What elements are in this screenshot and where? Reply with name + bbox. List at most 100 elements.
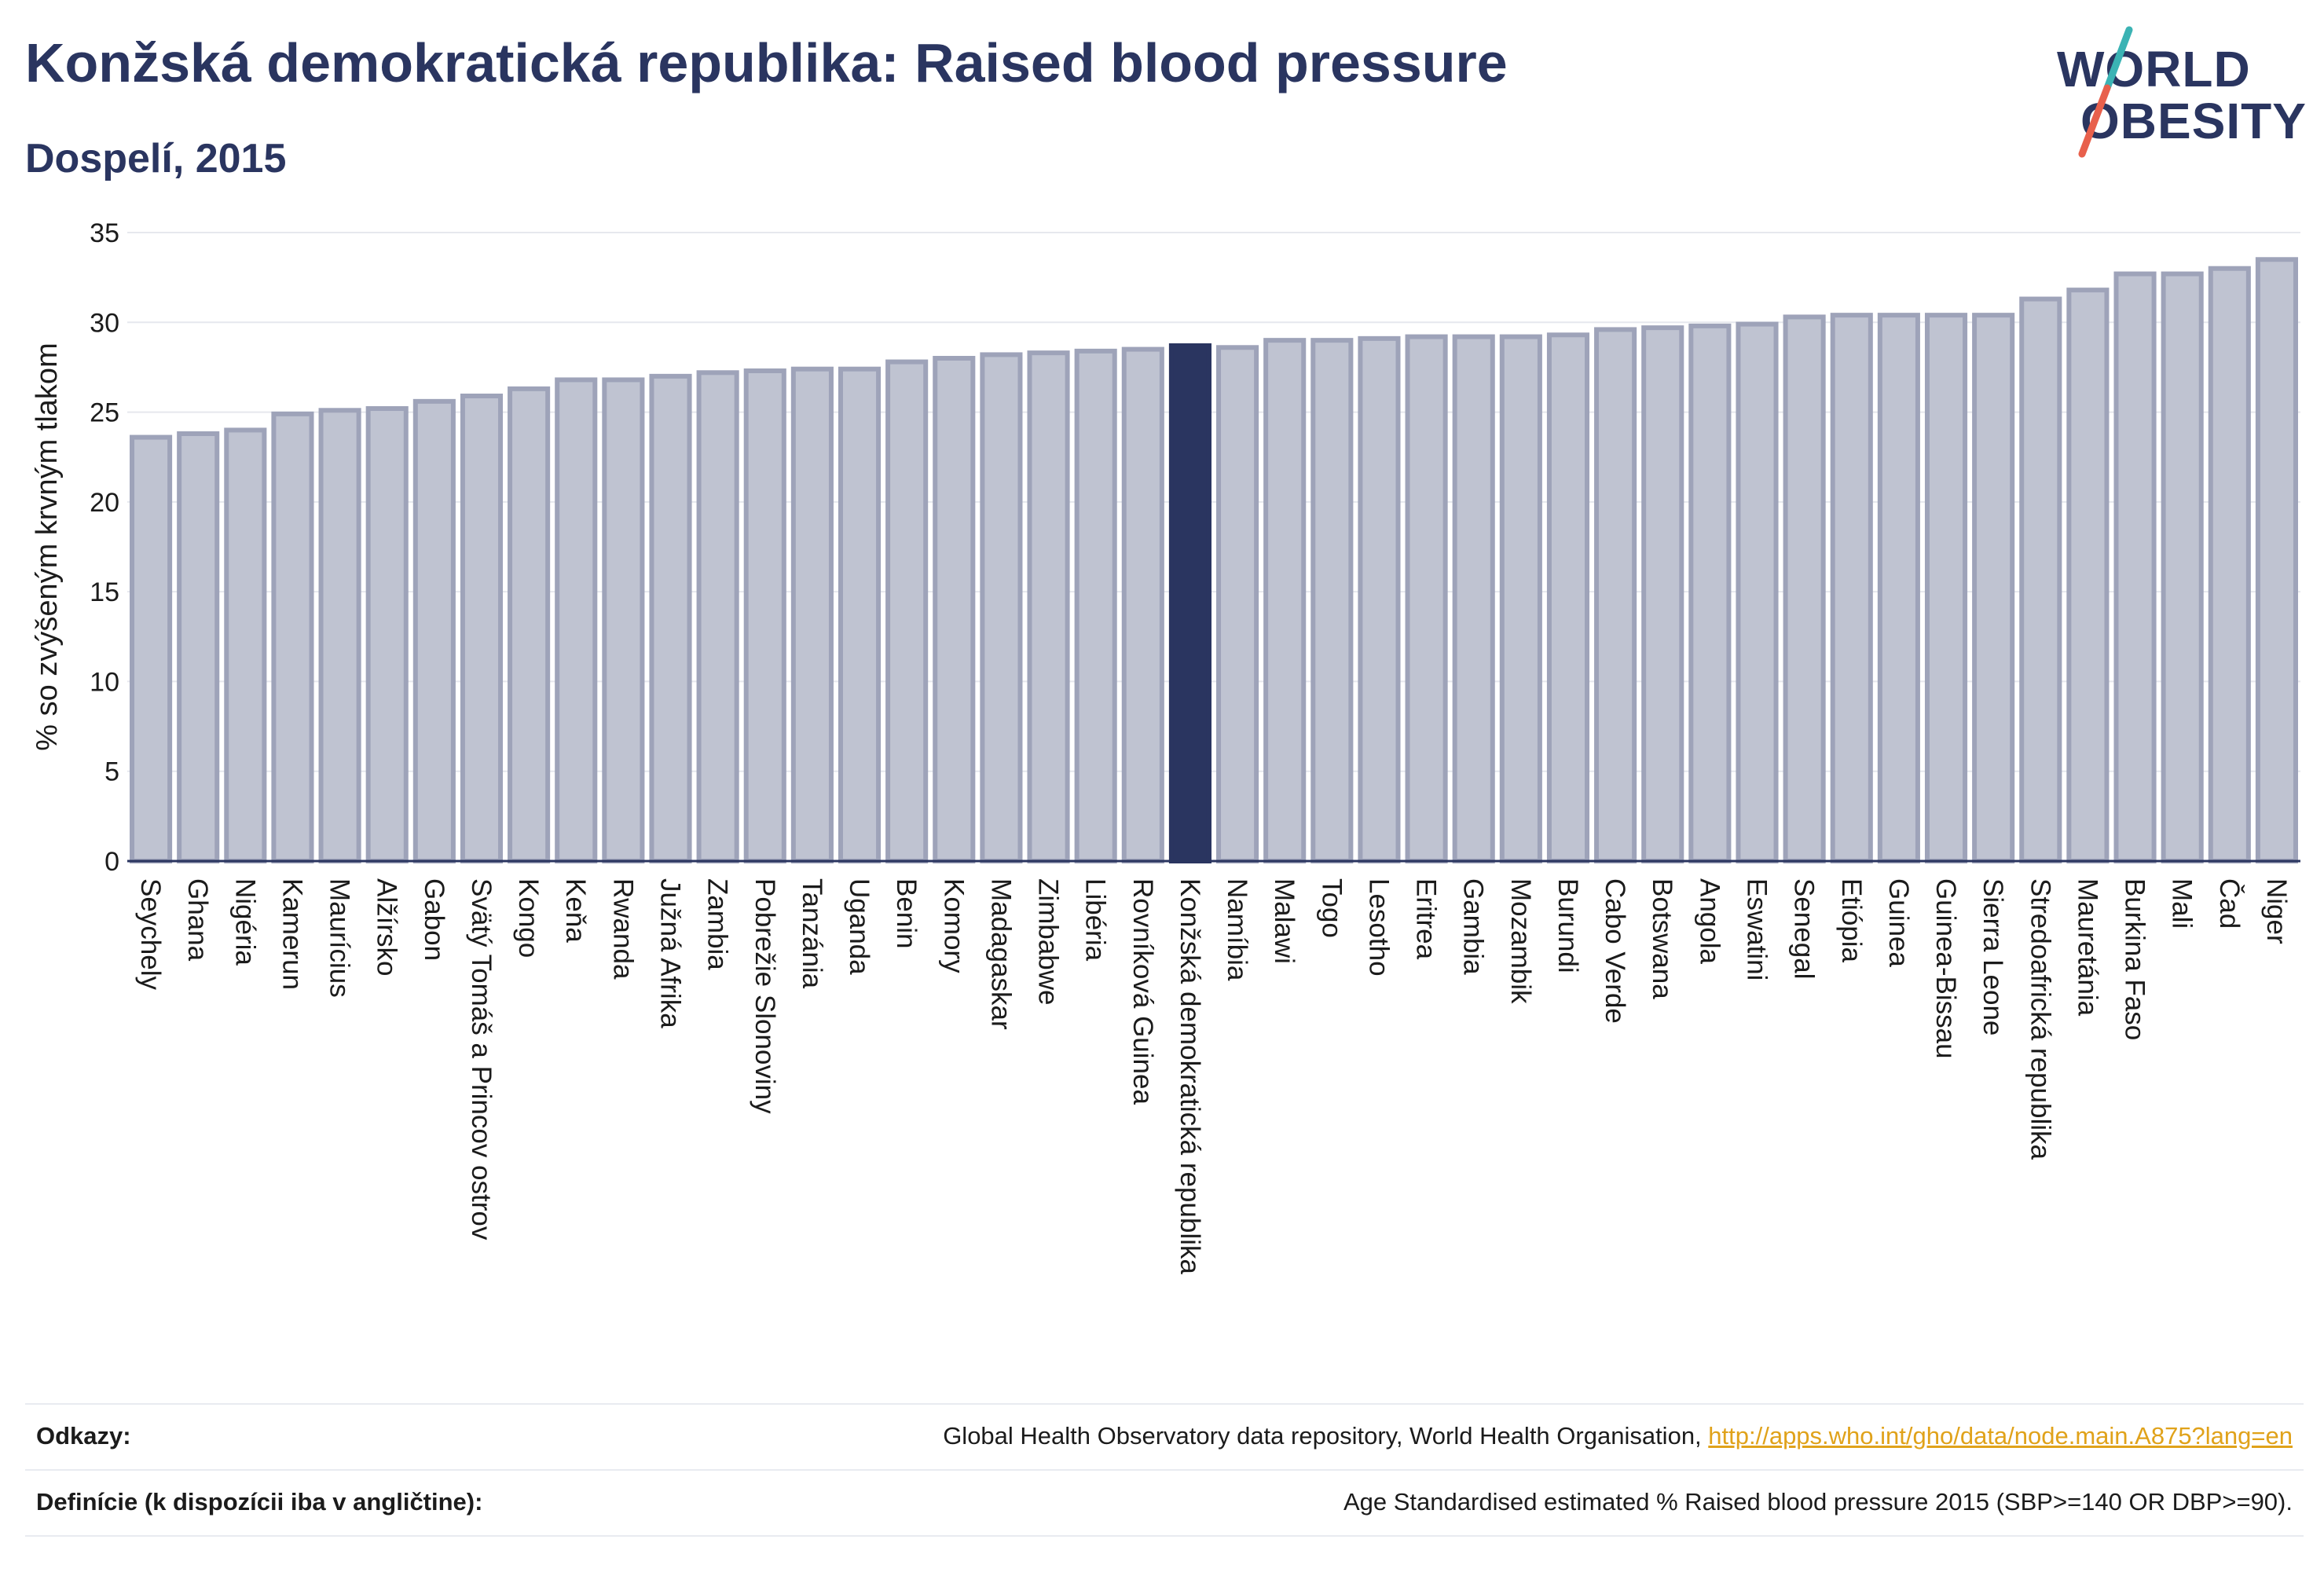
bar (933, 356, 976, 863)
x-tick-label: Sierra Leone (1978, 878, 2008, 1035)
bar (1972, 313, 2015, 863)
references-link[interactable]: http://apps.who.int/gho/data/node.main.A… (1708, 1422, 2293, 1450)
x-tick-label: Eritrea (1411, 878, 1442, 960)
x-tick-label: Zimbabwe (1033, 878, 1064, 1005)
x-tick-label: Angola (1694, 878, 1725, 965)
references-label: Odkazy: (36, 1422, 131, 1450)
bar (271, 411, 314, 864)
bar (1168, 343, 1211, 863)
x-tick-label: Niger (2261, 878, 2292, 944)
logo-line-2: OBESITY (2080, 93, 2307, 149)
chart-title: Konžská demokratická republika: Raised b… (25, 32, 1508, 93)
x-tick-label: Pobrežie Slonoviny (750, 878, 780, 1114)
x-tick-label: Uganda (844, 878, 874, 975)
x-tick-label: Burkina Faso (2120, 878, 2150, 1040)
logo-slash-icon (2078, 26, 2133, 158)
x-tick-label: Seychely (135, 878, 166, 991)
bar (130, 434, 173, 864)
x-tick-label: Benin (891, 878, 922, 949)
bar (1216, 345, 1259, 864)
bar (1594, 327, 1637, 863)
y-tick-label: 20 (90, 488, 119, 518)
x-tick-label: Libéria (1080, 878, 1111, 962)
bar (1924, 313, 1968, 863)
y-tick-label: 25 (90, 398, 119, 428)
x-tick-label: Alžírsko (372, 878, 402, 976)
x-tick-label: Namíbia (1222, 878, 1252, 981)
x-tick-label: Togo (1316, 878, 1347, 938)
x-tick-label: Cabo Verde (1600, 878, 1630, 1024)
world-obesity-logo[interactable]: WORLD OBESITY (2051, 24, 2310, 165)
x-tick-label: Stredoafrická republika (2025, 878, 2055, 1160)
references-value: Global Health Observatory data repositor… (943, 1422, 2304, 1450)
y-tick-label: 10 (90, 667, 119, 697)
x-tick-label: Kamerun (277, 878, 307, 990)
bar (838, 366, 882, 863)
x-tick-label: Rwanda (607, 878, 638, 980)
definitions-label: Definície (k dispozícii iba v angličtine… (36, 1488, 483, 1516)
bar (790, 366, 834, 863)
x-tick-label: Zambia (702, 878, 733, 970)
bar (1121, 346, 1164, 864)
x-tick-label: Kongo (513, 878, 544, 958)
x-tick-label: Burundi (1552, 878, 1583, 973)
y-tick-label: 15 (90, 577, 119, 607)
bar (1688, 323, 1732, 864)
bar (1830, 313, 1873, 863)
bar (2113, 271, 2157, 864)
bar (318, 408, 361, 863)
bar (1263, 338, 1307, 863)
y-tick-label: 5 (104, 757, 119, 787)
x-tick-label: Guinea (1883, 878, 1914, 967)
x-tick-label: Gambia (1458, 878, 1489, 975)
x-tick-label: Malawi (1269, 878, 1299, 964)
x-tick-label: Čad (2214, 878, 2245, 929)
y-tick-label: 35 (90, 218, 119, 248)
bar (980, 352, 1023, 863)
references-text: Global Health Observatory data repositor… (943, 1422, 1709, 1450)
x-tick-label: Senegal (1789, 878, 1820, 979)
bar (1783, 314, 1826, 863)
bar (365, 406, 409, 863)
x-tick-label: Lesotho (1363, 878, 1394, 977)
definitions-text: Age Standardised estimated % Raised bloo… (1343, 1488, 2293, 1516)
x-tick-label: Tanzánia (797, 878, 827, 989)
definitions-row: Definície (k dispozícii iba v angličtine… (25, 1471, 2304, 1534)
bar (1452, 334, 1495, 864)
bar (696, 370, 739, 864)
x-tick-label: Guinea-Bissau (1930, 878, 1961, 1059)
x-tick-label: Rovníková Guinea (1127, 878, 1158, 1105)
x-tick-label: Mali (2167, 878, 2198, 929)
x-tick-label: Konžská demokratická republika (1175, 878, 1205, 1274)
x-tick-label: Mozambik (1505, 878, 1536, 1004)
y-tick-label: 30 (90, 308, 119, 338)
bar (1736, 321, 1779, 864)
bar (1877, 313, 1920, 863)
bar (1641, 325, 1684, 863)
x-tick-label: Etiópia (1836, 878, 1867, 963)
footer-rule-top (25, 1403, 2304, 1405)
bar (1358, 335, 1401, 864)
x-tick-label: Maurícius (324, 878, 355, 998)
x-tick-label: Gabon (419, 878, 449, 961)
references-row: Odkazy: Global Health Observatory data r… (25, 1405, 2304, 1468)
bar (412, 398, 456, 864)
bar (2019, 296, 2062, 864)
bar (1546, 332, 1590, 864)
bar (1310, 338, 1354, 863)
x-tick-label: Eswatini (1742, 878, 1772, 980)
bar (885, 359, 929, 864)
x-tick-label: Ghana (182, 878, 213, 962)
bar (2208, 266, 2251, 863)
bar-chart: 0 5 10 15 20 25 30 35 % so zvýšeným krvným tlako… (31, 218, 2300, 1274)
bar (460, 394, 504, 863)
x-tick-label: Svätý Tomáš a Princov ostrov (466, 878, 497, 1241)
bar (177, 431, 220, 863)
x-tick-label: Komory (938, 878, 969, 973)
bar (743, 368, 786, 863)
y-axis-label: % so zvýšeným krvným tlakom (31, 343, 64, 750)
footer-rule-middle (25, 1469, 2304, 1471)
chart-subtitle: Dospelí, 2015 (25, 136, 287, 181)
bar (2161, 271, 2204, 864)
bar (2255, 257, 2298, 864)
